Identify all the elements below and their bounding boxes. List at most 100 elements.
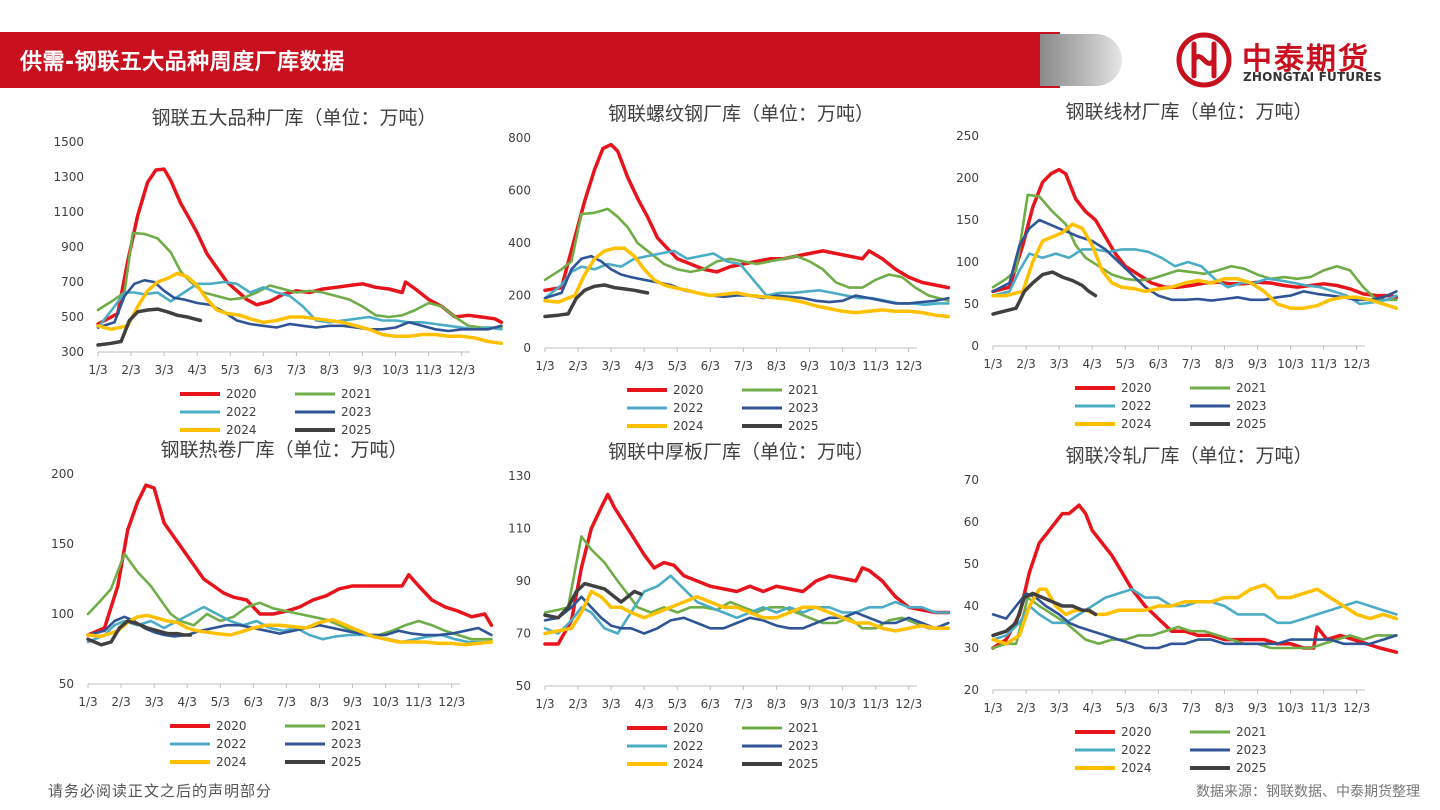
chart-wire-rod-stock: 钢联线材厂库（单位：万吨） 250 200 150 100 50 0 1/3 2/3 3/3 4/3… [935, 94, 1415, 434]
legend-label-2023: 2023 [788, 739, 819, 753]
x-tick-label: 4/3 [188, 363, 207, 377]
legend-label-2023: 2023 [1236, 399, 1267, 413]
legend-label-2025: 2025 [331, 755, 362, 769]
legend-label-2021: 2021 [341, 387, 372, 401]
y-tick-label: 600 [508, 184, 531, 198]
series-line-2023 [543, 595, 950, 635]
legend-label-2022: 2022 [1121, 399, 1152, 413]
x-tick-label: 6/3 [1149, 701, 1168, 715]
chart-title: 钢联五大品种厂库（单位：万吨） [151, 107, 436, 129]
chart-svg: 钢联冷轧厂库（单位：万吨） 70 60 50 40 30 20 1/3 2/3 3/3 4/3 5/3… [964, 445, 1399, 775]
x-tick-label: 5/3 [221, 363, 240, 377]
chart-title: 钢联热卷厂库（单位：万吨） [160, 439, 407, 461]
x-tick-label: 8/3 [310, 695, 329, 709]
legend-label-2021: 2021 [331, 719, 362, 733]
y-tick-label: 30 [964, 641, 979, 655]
series-line-2021 [543, 535, 950, 630]
series-line-2020 [543, 492, 951, 646]
series-line-2025 [991, 270, 1098, 316]
x-tick-label: 12/3 [1343, 701, 1370, 715]
x-tick-label: 3/3 [601, 359, 620, 373]
series-line-2022 [96, 280, 503, 331]
legend-label-2022: 2022 [226, 405, 257, 419]
x-tick-label: 10/3 [1277, 357, 1304, 371]
chart-cold-coil-stock: 钢联冷轧厂库（单位：万吨） 70 60 50 40 30 20 1/3 2/3 3/3 4/3 5/3… [935, 438, 1415, 778]
y-tick-label: 900 [61, 240, 84, 254]
y-tick-label: 70 [964, 473, 979, 487]
legend-label-2022: 2022 [1121, 743, 1152, 757]
x-tick-label: 9/3 [800, 359, 819, 373]
series-line-2024 [991, 222, 1399, 310]
x-tick-label: 5/3 [668, 697, 687, 711]
chart-hot-coil-stock: 钢联热卷厂库（单位：万吨） 200 150 100 50 1/3 2/3 3/3 4/3 5/3 6… [30, 432, 510, 772]
series-line-2020 [991, 167, 1399, 300]
x-tick-label: 11/3 [1310, 357, 1337, 371]
x-tick-label: 9/3 [353, 363, 372, 377]
y-tick-label: 110 [508, 522, 531, 536]
legend-label-2025: 2025 [341, 423, 372, 437]
legend-label-2022: 2022 [673, 739, 704, 753]
chart-title: 钢联线材厂库（单位：万吨） [1065, 101, 1312, 123]
legend-label-2023: 2023 [788, 401, 819, 415]
legend-label-2020: 2020 [673, 721, 704, 735]
chart-title: 钢联螺纹钢厂库（单位：万吨） [608, 103, 874, 125]
chart-svg: 钢联线材厂库（单位：万吨） 250 200 150 100 50 0 1/3 2/3 3/3 4/3… [956, 101, 1399, 431]
x-tick-label: 2/3 [121, 363, 140, 377]
x-tick-label: 5/3 [1116, 701, 1135, 715]
legend-label-2022: 2022 [216, 737, 247, 751]
y-tick-label: 200 [508, 289, 531, 303]
legend-label-2023: 2023 [331, 737, 362, 751]
x-tick-label: 4/3 [178, 695, 197, 709]
legend-label-2024: 2024 [673, 419, 704, 433]
x-tick-label: 8/3 [1215, 701, 1234, 715]
x-tick-label: 1/3 [88, 363, 107, 377]
x-tick-label: 11/3 [862, 697, 889, 711]
legend-label-2020: 2020 [216, 719, 247, 733]
series-line-2020 [991, 503, 1399, 654]
series-line-2024 [543, 246, 951, 319]
x-tick-label: 10/3 [382, 363, 409, 377]
x-tick-label: 3/3 [1049, 357, 1068, 371]
y-tick-label: 250 [956, 129, 979, 143]
y-tick-label: 150 [51, 537, 74, 551]
x-tick-label: 1/3 [983, 357, 1002, 371]
legend-label-2025: 2025 [1236, 417, 1267, 431]
x-tick-label: 3/3 [601, 697, 620, 711]
x-tick-label: 1/3 [78, 695, 97, 709]
series-line-2023 [991, 218, 1398, 302]
y-tick-label: 130 [508, 469, 531, 483]
x-tick-label: 11/3 [405, 695, 432, 709]
y-tick-label: 0 [971, 339, 979, 353]
series-line-2020 [86, 483, 494, 637]
legend-label-2023: 2023 [1236, 743, 1267, 757]
zhongtai-logo-icon [1176, 32, 1232, 88]
x-tick-label: 3/3 [1049, 701, 1068, 715]
series-line-2021 [96, 231, 503, 329]
legend-label-2021: 2021 [1236, 381, 1267, 395]
x-tick-label: 7/3 [277, 695, 296, 709]
x-tick-label: 8/3 [1215, 357, 1234, 371]
legend-label-2025: 2025 [788, 757, 819, 771]
x-tick-label: 11/3 [415, 363, 442, 377]
x-tick-label: 2/3 [111, 695, 130, 709]
x-tick-label: 1/3 [983, 701, 1002, 715]
y-tick-label: 200 [956, 171, 979, 185]
series-line-2021 [991, 596, 1398, 650]
chart-total-stock: 钢联五大品种厂库（单位：万吨） 1500 1300 1100 900 700 500 300 1… [40, 100, 520, 440]
header-bar [0, 32, 1060, 88]
legend-label-2020: 2020 [673, 383, 704, 397]
x-tick-label: 10/3 [829, 697, 856, 711]
x-tick-label: 10/3 [829, 359, 856, 373]
y-tick-label: 70 [516, 627, 531, 641]
page-title: 供需-钢联五大品种周度厂库数据 [20, 50, 345, 75]
x-tick-label: 9/3 [1248, 701, 1267, 715]
x-tick-label: 12/3 [1343, 357, 1370, 371]
x-tick-label: 12/3 [895, 359, 922, 373]
legend-label-2023: 2023 [341, 405, 372, 419]
x-tick-label: 8/3 [767, 359, 786, 373]
x-tick-label: 11/3 [1310, 701, 1337, 715]
header-bar-shadow [1040, 34, 1122, 86]
x-tick-label: 6/3 [701, 697, 720, 711]
x-tick-label: 8/3 [320, 363, 339, 377]
y-tick-label: 200 [51, 467, 74, 481]
